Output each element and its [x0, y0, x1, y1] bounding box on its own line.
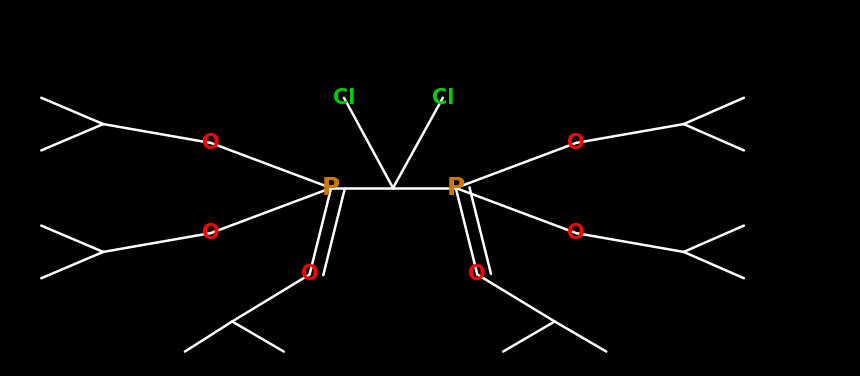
Text: Cl: Cl	[432, 88, 454, 108]
Text: P: P	[446, 176, 465, 200]
Text: O: O	[202, 133, 219, 153]
Text: P: P	[322, 176, 341, 200]
Text: Cl: Cl	[333, 88, 355, 108]
Text: O: O	[202, 223, 219, 243]
Text: O: O	[301, 264, 318, 285]
Text: O: O	[568, 223, 585, 243]
Text: O: O	[568, 133, 585, 153]
Text: O: O	[469, 264, 486, 285]
